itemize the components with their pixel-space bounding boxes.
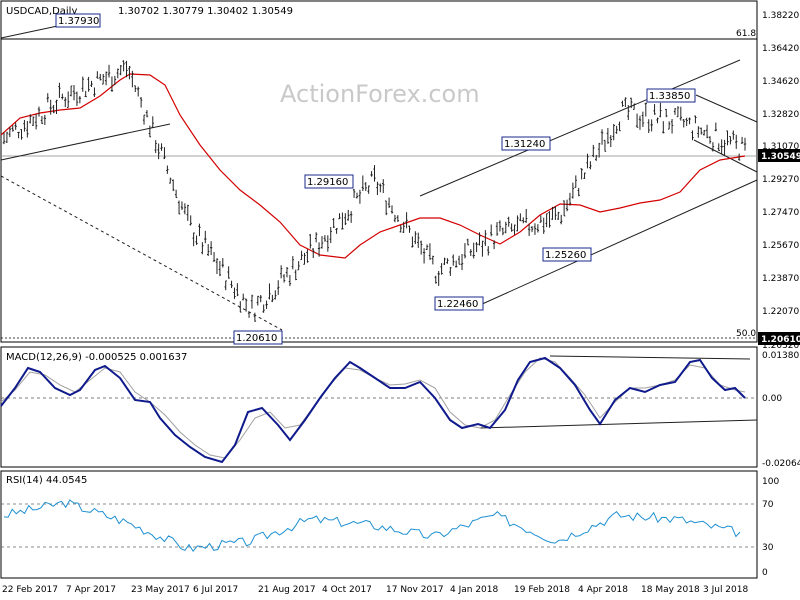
macd-tick: 0.00 (762, 394, 782, 404)
price-tick: 1.25670 (762, 241, 799, 251)
rsi-line (3, 499, 741, 553)
callout-1-29160-text: 1.29160 (307, 177, 348, 188)
callout-1-33850: 1.33850 (646, 88, 696, 103)
bottom-level-badge (758, 332, 800, 345)
rsi-axis: 100 70 30 0 (762, 477, 779, 578)
price-panel (0, 0, 758, 343)
channel-upper (419, 59, 741, 197)
callout-1-29160: 1.29160 (304, 174, 354, 189)
rsi-panel (0, 470, 758, 579)
price-axis: 1.38220 1.36420 1.34620 1.32820 1.31070 … (758, 11, 800, 351)
rsi-tick: 70 (762, 500, 774, 510)
callout-1-31240: 1.31240 (501, 136, 551, 151)
rsi-tick: 100 (762, 477, 779, 487)
trendline-lower-left (0, 123, 171, 161)
price-tick: 1.38220 (762, 11, 799, 21)
callout-1-20610: 1.20610 (233, 330, 283, 345)
x-tick: 23 May 2017 (131, 585, 190, 595)
price-tick: 1.34620 (762, 77, 799, 87)
fib-50-label: 50.0 (736, 329, 756, 339)
price-tick: 1.31070 (762, 142, 799, 152)
callout-1-25260: 1.25260 (542, 247, 592, 262)
macd-title: MACD(12,26,9) -0.000525 0.001637 (6, 352, 187, 363)
macd-lower-trend (479, 419, 758, 429)
x-tick: 4 Jan 2018 (450, 585, 498, 595)
callout-1-22460: 1.22460 (434, 296, 484, 311)
x-tick: 6 Jul 2017 (193, 585, 238, 595)
price-bars (2, 60, 747, 322)
sma-line (0, 73, 746, 259)
trendline-recent-low (693, 139, 758, 173)
macd-tick: -0.020648 (762, 459, 800, 469)
callout-1-37930-text: 1.37930 (58, 16, 99, 27)
callout-1-22460-text: 1.22460 (437, 299, 478, 310)
last-price-label: 1.30549 (761, 152, 800, 162)
callout-1-25260-text: 1.25260 (545, 250, 586, 261)
macd-tick: 0.013802 (762, 351, 800, 361)
x-axis: 22 Feb 2017 7 Apr 2017 23 May 2017 6 Jul… (2, 585, 748, 595)
x-tick: 4 Oct 2017 (322, 585, 372, 595)
bottom-level-label: 1.20610 (761, 335, 800, 345)
x-tick: 19 Feb 2018 (514, 585, 570, 595)
x-tick: 4 Apr 2018 (578, 585, 628, 595)
x-tick: 17 Nov 2017 (386, 585, 444, 595)
x-tick: 7 Apr 2017 (66, 585, 116, 595)
price-tick: 1.22070 (762, 307, 799, 317)
x-tick: 22 Feb 2017 (2, 585, 58, 595)
channel-lower (479, 179, 758, 306)
callout-1-37930: 1.37930 (55, 13, 101, 28)
x-tick: 18 May 2018 (641, 585, 700, 595)
rsi-tick: 30 (762, 543, 774, 553)
price-tick: 1.27470 (762, 208, 799, 218)
trendline-recent-high (695, 94, 758, 123)
chart-ohlc: 1.30702 1.30779 1.30402 1.30549 (118, 6, 293, 17)
macd-axis: 0.013802 0.00 -0.020648 (762, 351, 800, 469)
callout-1-33850-text: 1.33850 (649, 91, 690, 102)
callout-1-31240-text: 1.31240 (504, 139, 545, 150)
price-tick: 1.29270 (762, 175, 799, 185)
macd-main-line (0, 356, 746, 464)
price-tick: 1.36420 (762, 44, 799, 54)
callouts: 1.37930 1.20610 1.29160 1.22460 1.31240 … (55, 13, 696, 345)
rsi-tick: 0 (762, 568, 768, 578)
macd-panel (0, 346, 758, 468)
rsi-title: RSI(14) 44.0545 (6, 475, 87, 486)
last-price-badge (758, 149, 800, 162)
fib-61-label: 61.8 (736, 29, 756, 39)
x-tick: 21 Aug 2017 (258, 585, 316, 595)
price-tick: 1.32820 (762, 110, 799, 120)
chart-symbol: USDCAD,Daily (6, 6, 77, 17)
price-tick: 1.23870 (762, 274, 799, 284)
x-tick: 3 Jul 2018 (703, 585, 748, 595)
callout-1-20610-text: 1.20610 (236, 333, 277, 344)
price-tick: 1.20320 (762, 341, 799, 351)
watermark: ActionForex.com (280, 80, 480, 108)
macd-upper-trend (549, 355, 751, 360)
